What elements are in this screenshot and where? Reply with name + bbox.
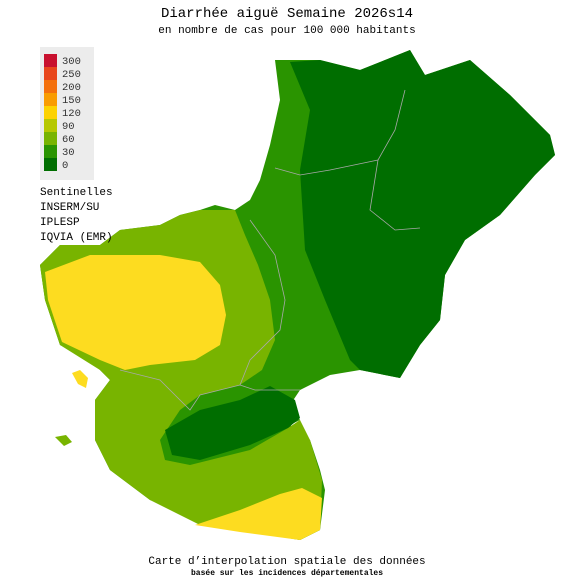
regions: [40, 50, 555, 540]
region-south-yellow: [195, 488, 322, 540]
region-east: [290, 50, 555, 378]
island-noirmoutier: [72, 370, 88, 388]
legend-swatch: [44, 80, 57, 93]
source-label: INSERM/SU: [40, 202, 99, 214]
region-center-dark: [165, 386, 300, 460]
source-label: Sentinelles: [40, 187, 113, 199]
footer-line2: basée sur les incidences départementales: [191, 569, 383, 578]
legend-label: 120: [62, 108, 81, 120]
title: Diarrhée aiguë Semaine 2026s14: [161, 6, 413, 22]
source-label: IPLESP: [40, 217, 80, 229]
department-borders: [119, 89, 421, 411]
subtitle: en nombre de cas pour 100 000 habitants: [158, 25, 415, 37]
legend-swatch: [44, 67, 57, 80]
legend-swatch: [44, 93, 57, 106]
legend-swatch: [44, 54, 57, 67]
legend-swatch: [44, 145, 57, 158]
legend-label: 30: [62, 147, 75, 159]
legend-label: 150: [62, 95, 81, 107]
legend-label: 0: [62, 160, 68, 172]
legend-label: 250: [62, 69, 81, 81]
footer-line1: Carte d’interpolation spatiale des donné…: [148, 556, 425, 568]
legend-swatch: [44, 132, 57, 145]
region-north-yellow: [45, 255, 226, 370]
legend-swatch: [44, 158, 57, 171]
border: [369, 89, 421, 231]
island-yeu: [55, 435, 72, 446]
border: [239, 219, 300, 391]
legend-label: 200: [62, 82, 81, 94]
legend-label: 90: [62, 121, 75, 133]
legend-swatch: [44, 106, 57, 119]
border: [274, 159, 379, 176]
legend-label: 60: [62, 134, 75, 146]
legend-swatch: [44, 119, 57, 132]
source-label: IQVIA (EMR): [40, 232, 113, 244]
legend-label: 300: [62, 56, 81, 68]
border: [119, 369, 241, 411]
